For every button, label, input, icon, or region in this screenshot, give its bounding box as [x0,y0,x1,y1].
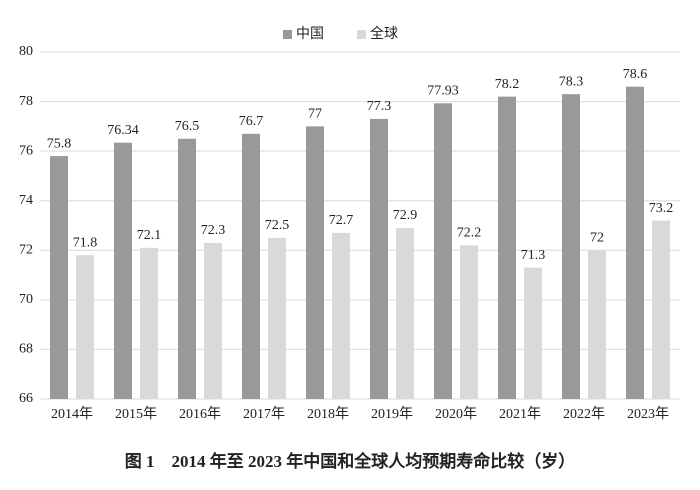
value-label: 78.6 [623,67,648,82]
legend-label: 中国 [296,26,324,42]
bar [524,267,542,399]
value-label: 78.2 [495,77,520,92]
bar [626,86,644,399]
value-label: 72.7 [329,213,354,228]
bar [396,227,414,399]
chart-title: 图 1 2014 年至 2023 年中国和全球人均预期寿命比较（岁） [125,451,576,471]
bar [562,94,580,399]
x-tick-label: 2023年 [627,406,669,422]
x-tick-label: 2017年 [243,406,285,422]
value-label: 76.7 [239,114,264,129]
y-tick-label: 80 [19,44,33,59]
bar [332,232,350,399]
bar [178,138,196,399]
y-tick-label: 66 [19,391,33,406]
value-label: 78.3 [559,74,584,89]
y-tick-label: 68 [19,342,33,357]
legend-label: 全球 [370,25,398,42]
x-tick-label: 2014年 [51,406,93,422]
x-tick-label: 2022年 [563,406,605,422]
bar [76,255,94,399]
value-label: 77.3 [367,99,392,114]
bar [50,156,68,399]
bar [370,118,388,400]
bar [588,250,606,399]
bar [140,247,158,399]
value-label: 75.8 [47,136,72,151]
y-tick-label: 74 [19,193,33,208]
value-label: 77 [308,107,322,122]
bar [498,96,516,399]
legend-swatch [283,30,292,39]
bar [306,126,324,399]
value-label: 76.34 [107,123,139,138]
value-label: 71.8 [73,235,98,250]
x-tick-label: 2016年 [179,406,221,422]
x-tick-label: 2015年 [115,406,157,422]
value-label: 72.1 [137,228,162,243]
y-tick-label: 70 [19,292,33,307]
y-tick-label: 78 [19,94,33,109]
bar [114,142,132,400]
value-label: 72 [590,231,604,246]
x-tick-label: 2019年 [371,406,413,422]
value-label: 76.5 [175,119,200,134]
y-tick-label: 72 [19,243,33,258]
x-tick-label: 2021年 [499,406,541,422]
bar [434,103,452,399]
value-label: 71.3 [521,248,546,263]
bar [242,133,260,400]
bar [460,245,478,399]
y-tick-label: 76 [19,143,33,158]
value-label: 73.2 [649,201,674,216]
legend-swatch [357,30,366,39]
bar [652,220,670,399]
x-tick-label: 2018年 [307,406,349,422]
x-tick-label: 2020年 [435,406,477,422]
bar [268,237,286,399]
value-label: 72.5 [265,218,290,233]
bar [204,242,222,399]
value-label: 72.2 [457,226,482,241]
value-label: 77.93 [427,84,459,99]
value-label: 72.3 [201,223,226,238]
value-label: 72.9 [393,208,418,223]
